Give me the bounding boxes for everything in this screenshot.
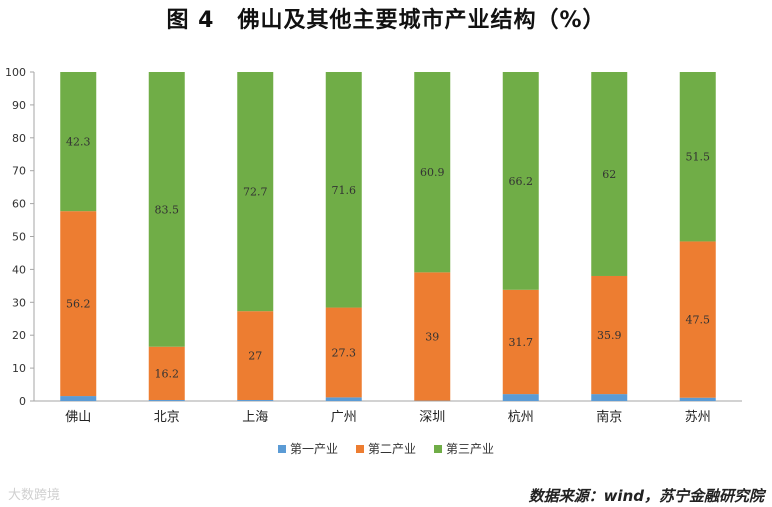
source-note: 数据来源：wind，苏宁金融研究院 xyxy=(528,487,764,505)
bar-segment xyxy=(60,72,97,212)
bar-segment xyxy=(237,311,274,401)
y-tick-label: 0 xyxy=(19,395,26,408)
bar-segment xyxy=(325,307,362,398)
y-tick-label: 60 xyxy=(12,198,26,211)
data-label: 47.5 xyxy=(686,314,711,327)
y-tick-label: 90 xyxy=(12,99,26,112)
bar-segment xyxy=(414,72,451,273)
y-tick-label: 20 xyxy=(12,329,26,342)
data-label: 31.7 xyxy=(509,336,534,349)
y-tick-label: 80 xyxy=(12,132,26,145)
x-tick-label: 南京 xyxy=(596,409,622,425)
y-tick-label: 10 xyxy=(12,362,26,375)
y-tick-label: 40 xyxy=(12,263,26,276)
data-label: 60.9 xyxy=(420,166,445,179)
bar-segment xyxy=(591,72,628,276)
x-tick-label: 上海 xyxy=(242,410,268,425)
data-label: 51.5 xyxy=(686,151,711,164)
y-tick-label: 100 xyxy=(5,66,26,79)
data-label: 16.2 xyxy=(155,367,180,380)
legend-swatch-tertiary xyxy=(434,444,442,453)
data-label: 71.6 xyxy=(332,184,357,197)
bar-segment xyxy=(237,72,274,312)
legend-item-tertiary: 第三产业 xyxy=(434,440,494,457)
data-label: 27 xyxy=(248,350,262,363)
bar-segment xyxy=(414,272,451,401)
legend-item-primary: 第一产业 xyxy=(277,440,338,457)
legend-label-secondary: 第二产业 xyxy=(367,442,416,456)
x-tick-label: 佛山 xyxy=(65,410,91,425)
x-tick-label: 深圳 xyxy=(419,410,445,425)
data-label: 56.2 xyxy=(66,298,91,311)
watermark-logo: 大数跨境 xyxy=(8,488,61,503)
x-tick-label: 杭州 xyxy=(508,410,534,425)
legend-swatch-primary xyxy=(277,444,286,453)
x-tick-label: 北京 xyxy=(154,410,180,425)
data-label: 62 xyxy=(602,168,616,181)
bar-segment xyxy=(325,397,362,401)
x-tick-label: 广州 xyxy=(331,410,357,425)
data-label: 42.3 xyxy=(66,136,91,149)
bar-segment xyxy=(679,397,716,401)
x-axis: 佛山 北京 上海 广州 深圳 杭州 南京 苏州 xyxy=(34,400,742,425)
bar-segment xyxy=(237,400,274,401)
legend-label-tertiary: 第三产业 xyxy=(446,442,495,456)
y-tick-label: 30 xyxy=(12,296,26,309)
data-label: 72.7 xyxy=(243,186,268,199)
bar-segment xyxy=(148,400,185,401)
bar-segment xyxy=(502,394,539,401)
bar-segment xyxy=(148,346,185,401)
data-label: 66.2 xyxy=(509,175,534,188)
y-tick-label: 70 xyxy=(12,165,26,178)
data-label: 35.9 xyxy=(597,329,622,342)
bar-segment xyxy=(148,72,185,347)
bar-segment xyxy=(502,72,539,290)
data-label: 27.3 xyxy=(332,346,357,359)
legend: 第一产业 第二产业 第三产业 xyxy=(0,440,772,457)
bar-segment xyxy=(60,211,97,397)
x-tick-label: 苏州 xyxy=(685,409,711,425)
data-label: 39 xyxy=(425,331,439,344)
y-axis: 0 10 20 30 40 50 60 70 80 90 100 xyxy=(5,66,35,408)
bar-segment xyxy=(325,72,362,308)
bar-segment xyxy=(591,275,628,395)
y-tick-label: 50 xyxy=(12,231,26,244)
bar-segment xyxy=(502,289,539,395)
legend-label-primary: 第一产业 xyxy=(289,442,338,456)
chart-title: 图 4 佛山及其他主要城市产业结构（%） xyxy=(166,8,606,33)
legend-item-secondary: 第二产业 xyxy=(355,440,416,457)
bars: 56.2 42.3 16.2 83.5 27 72.7 27.3 71.6 39 60.9 31.7… xyxy=(60,72,716,401)
bar-segment xyxy=(679,72,716,242)
bar-segment xyxy=(60,396,97,401)
data-label: 83.5 xyxy=(155,203,180,216)
legend-swatch-secondary xyxy=(355,444,364,453)
bar-segment xyxy=(679,241,716,398)
bar-segment xyxy=(591,394,628,401)
